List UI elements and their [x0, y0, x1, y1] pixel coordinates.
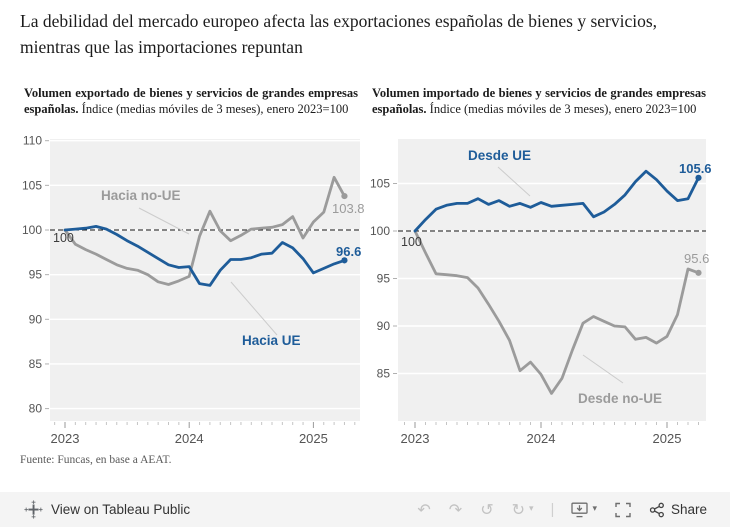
download-button[interactable]: ▾ [564, 500, 604, 520]
tableau-logo-icon [24, 500, 43, 519]
series-line-hacia-ue[interactable] [63, 225, 346, 287]
series-line-hacia-no-ue[interactable] [63, 175, 346, 286]
toolbar-divider: | [550, 501, 555, 518]
end-value-hacia-ue: 96.6 [336, 244, 361, 259]
tableau-toolbar: View on Tableau Public ↶ ↷ ↺ ↻ ▾ | ▾ [0, 492, 730, 527]
download-dropdown-caret-icon: ▾ [592, 504, 597, 514]
start-value-label: 100 [53, 231, 74, 245]
x-axis-label: 2023 [401, 431, 430, 446]
x-axis-label: 2025 [299, 431, 328, 446]
share-label: Share [670, 501, 707, 517]
refresh-button[interactable]: ↻ ▾ [505, 500, 541, 520]
y-axis-label: 90 [377, 319, 391, 333]
x-axis-label: 2024 [527, 431, 556, 446]
download-icon [571, 502, 589, 517]
y-axis-label: 95 [377, 272, 391, 286]
view-on-tableau-public-label: View on Tableau Public [51, 502, 191, 517]
series-end-dot-hacia-no-ue[interactable] [341, 192, 348, 200]
refresh-dropdown-caret-icon: ▾ [529, 504, 534, 514]
x-axis-label: 2023 [51, 431, 80, 446]
exports-chart-heading-bold: Volumen exportado de bienes y servicios … [24, 86, 358, 116]
imports-line-chart[interactable]: 85 90 95 100 105 2023 2024 2025 Desde UE 105.6 Des… [364, 136, 716, 448]
series-label-desde-ue: Desde UE [468, 148, 531, 163]
series-line-desde-ue[interactable] [413, 169, 700, 233]
series-end-dot-desde-no-ue[interactable] [695, 269, 702, 276]
y-axis-label: 105 [22, 178, 42, 192]
revert-icon: ↺ [480, 499, 494, 519]
fullscreen-button[interactable] [608, 500, 638, 520]
series-label-hacia-no-ue: Hacia no-UE [101, 188, 181, 203]
fullscreen-icon [615, 502, 631, 517]
series-end-dot-hacia-ue[interactable] [341, 257, 348, 264]
view-on-tableau-public-link[interactable]: View on Tableau Public [24, 500, 190, 519]
y-axis-label: 95 [29, 268, 43, 282]
redo-icon: ↷ [448, 499, 463, 519]
plot-area [50, 139, 360, 421]
exports-chart-heading: Volumen exportado de bienes y servicios … [24, 86, 358, 117]
dashboard-title: La debilidad del mercado europeo afecta … [20, 11, 658, 57]
revert-button[interactable]: ↺ [473, 500, 500, 520]
x-axis-label: 2025 [653, 431, 682, 446]
series-label-hacia-ue: Hacia UE [242, 333, 301, 348]
series-line-desde-no-ue[interactable] [413, 229, 700, 395]
undo-button[interactable]: ↶ [410, 500, 437, 520]
imports-chart-heading-bold: Volumen importado de bienes y servicios … [372, 86, 706, 116]
undo-icon: ↶ [417, 499, 431, 519]
y-axis-label: 110 [23, 136, 42, 148]
annotation-leader-line [582, 354, 624, 384]
imports-chart-heading: Volumen importado de bienes y servicios … [372, 86, 706, 117]
annotation-leader-line [230, 281, 278, 336]
exports-chart-heading-rest: Índice (medias móviles de 3 meses), ener… [78, 101, 349, 116]
end-value-hacia-no-ue: 103.8 [332, 201, 365, 216]
annotation-leader-line [497, 166, 531, 197]
y-axis-label: 100 [22, 223, 42, 237]
share-button[interactable]: Share [642, 500, 714, 520]
series-label-desde-no-ue: Desde no-UE [578, 391, 662, 406]
refresh-icon: ↻ [511, 499, 525, 519]
y-axis-label: 80 [29, 402, 43, 416]
annotation-leader-line [138, 207, 190, 235]
start-value-label: 100 [401, 235, 422, 249]
exports-line-chart[interactable]: 80 85 90 95 100 105 110 2023 2024 2025 Hacia UE 96.… [18, 136, 370, 448]
series-end-dot-desde-ue[interactable] [695, 174, 702, 181]
source-note: Fuente: Funcas, en base a AEAT. [20, 454, 172, 466]
y-axis-label: 85 [377, 367, 391, 381]
y-axis-label: 100 [370, 224, 390, 238]
y-axis-label: 90 [29, 312, 43, 326]
y-axis-label: 85 [29, 357, 43, 371]
y-axis-label: 105 [370, 177, 390, 191]
toolbar-actions: ↶ ↷ ↺ ↻ ▾ | ▾ [410, 500, 714, 520]
imports-chart-heading-rest: Índice (medias móviles de 3 meses), ener… [426, 101, 697, 116]
share-icon [649, 502, 664, 517]
end-value-desde-ue: 105.6 [679, 161, 712, 176]
x-axis-label: 2024 [175, 431, 204, 446]
end-value-desde-no-ue: 95.6 [684, 251, 709, 266]
redo-button[interactable]: ↷ [442, 500, 469, 520]
